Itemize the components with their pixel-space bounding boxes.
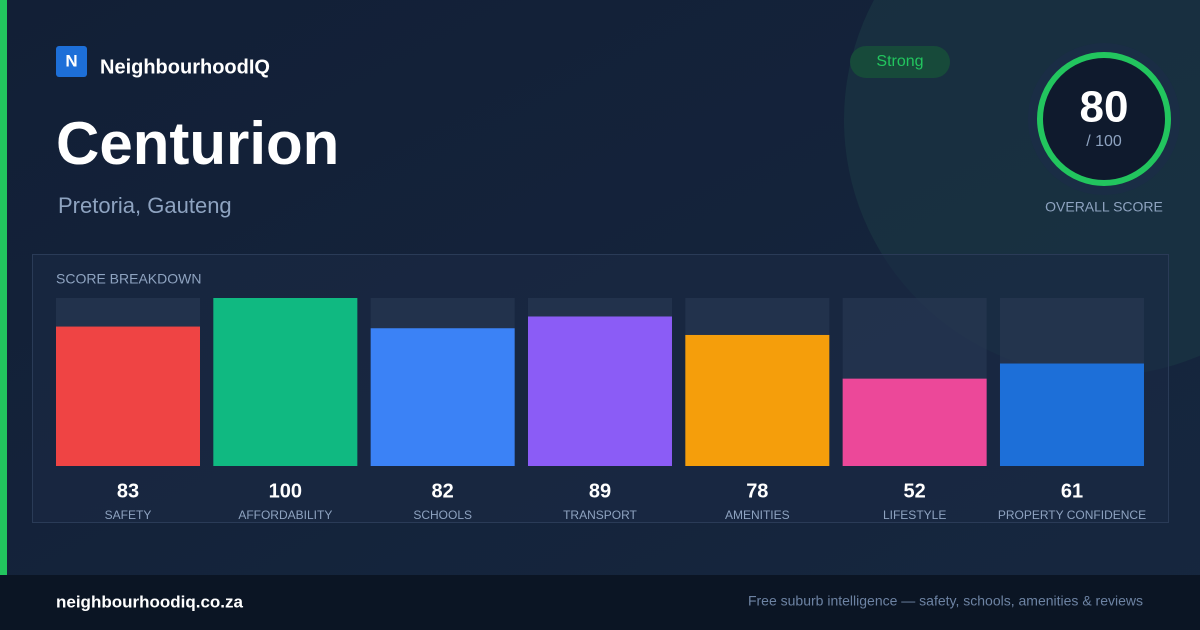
suburb-title: Centurion [56, 110, 339, 177]
suburb-location: Pretoria, Gauteng [58, 193, 232, 218]
footer-bg [0, 575, 1200, 630]
logo-box [56, 46, 87, 77]
bar [685, 334, 830, 466]
value-label: 52 [904, 480, 926, 502]
overall-max: / 100 [1086, 133, 1122, 150]
badge-bg [850, 46, 950, 78]
brand-name: NeighbourhoodIQ [100, 56, 270, 78]
value-label: 61 [1061, 480, 1083, 502]
bar [56, 326, 200, 466]
category-label: SAFETY [105, 508, 152, 522]
overall-label: OVERALL SCORE [1045, 199, 1163, 215]
overall-score: 80 [1080, 83, 1129, 132]
badge-text: Strong [876, 53, 923, 70]
bar [842, 378, 987, 466]
value-label: 82 [432, 480, 454, 502]
category-label: LIFESTYLE [883, 508, 946, 522]
value-label: 89 [589, 480, 611, 502]
bar [999, 363, 1144, 466]
value-label: 100 [269, 480, 302, 502]
chart-title: SCORE BREAKDOWN [56, 271, 201, 287]
category-label: AMENITIES [725, 508, 790, 522]
value-label: 78 [746, 480, 768, 502]
bar [370, 328, 515, 466]
value-label: 83 [117, 480, 139, 502]
category-label: AFFORDABILITY [238, 508, 332, 522]
footer-site: neighbourhoodiq.co.za [56, 592, 244, 611]
category-label: SCHOOLS [413, 508, 472, 522]
category-label: PROPERTY CONFIDENCE [998, 508, 1146, 522]
footer-tagline: Free suburb intelligence — safety, schoo… [748, 593, 1143, 609]
logo-letter: N [65, 51, 77, 70]
bar [527, 316, 672, 466]
accent-stripe [0, 0, 7, 575]
bar [213, 298, 358, 466]
category-label: TRANSPORT [563, 508, 637, 522]
score-ring [1037, 52, 1171, 186]
